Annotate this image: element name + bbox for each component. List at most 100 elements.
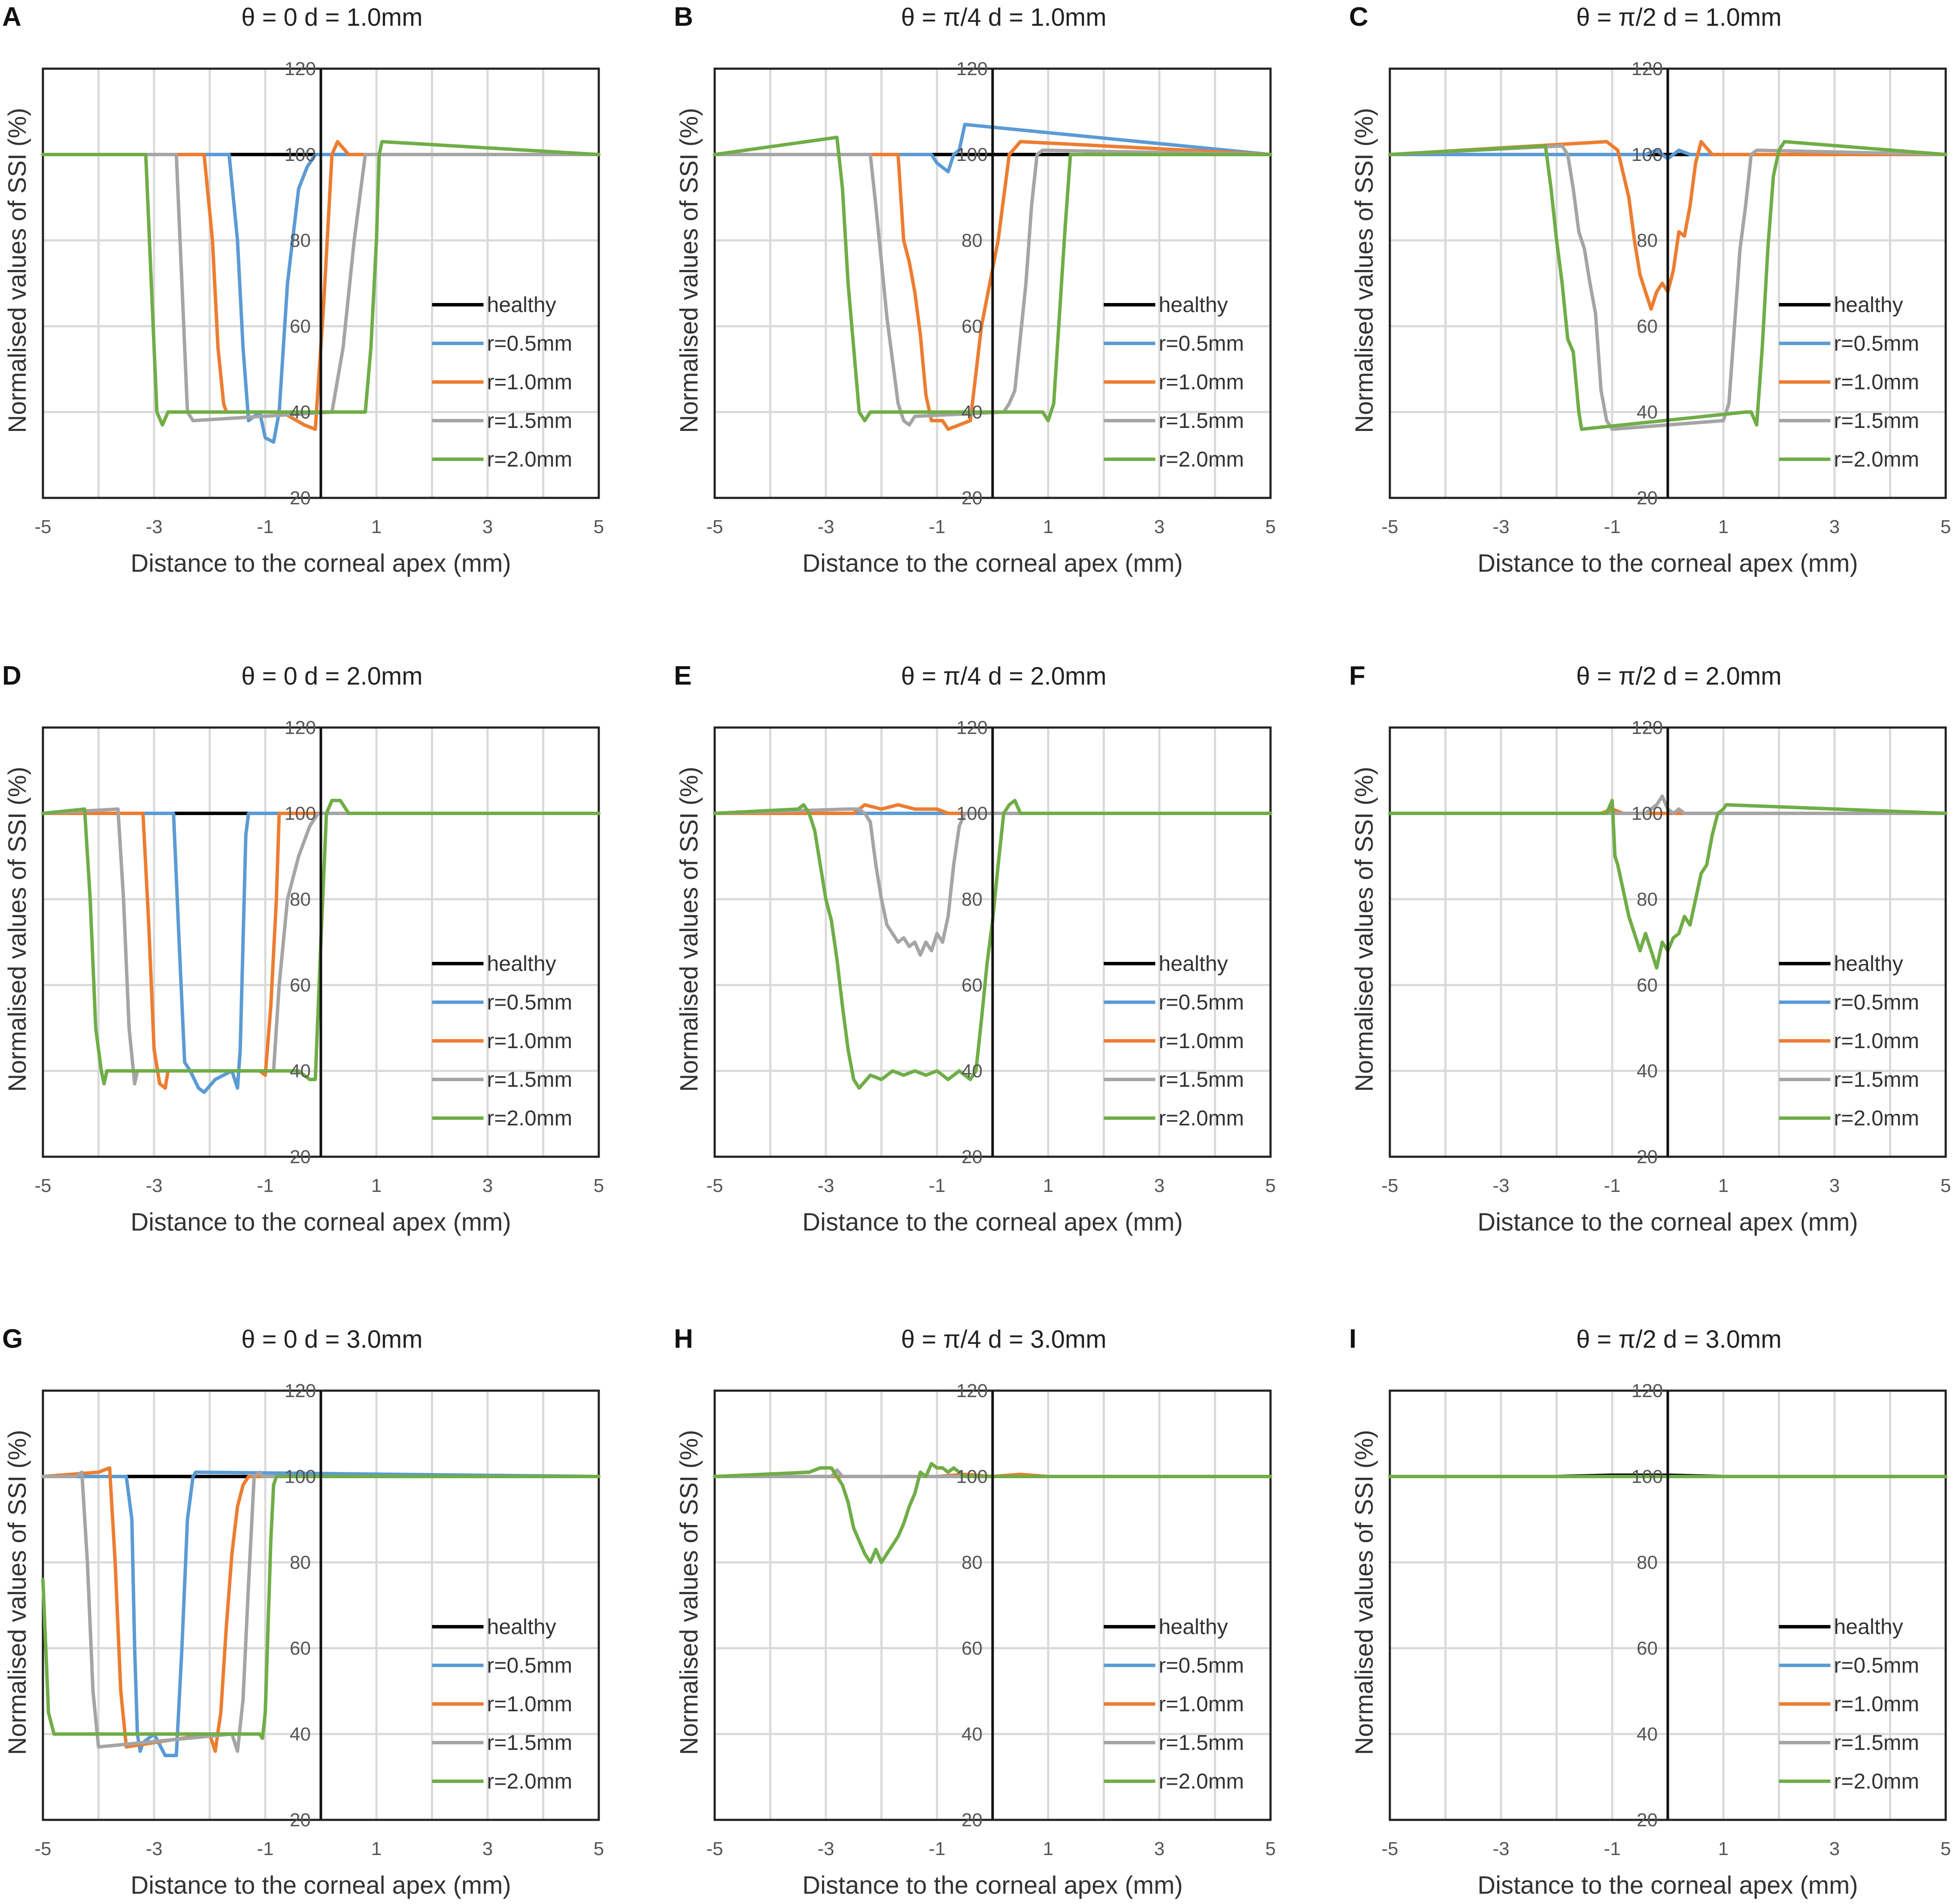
x-tick-label: -3 [1492,1838,1509,1859]
x-tick-label: -5 [706,1838,723,1859]
chart-title: θ = 0 d = 3.0mm [241,1325,422,1353]
x-tick-label: -1 [928,516,945,537]
x-tick-label: 5 [1941,1838,1951,1859]
series-line-r-1-5mm [713,149,1272,427]
legend-label: r=2.0mm [1834,447,1920,471]
x-tick-label: -3 [146,1175,162,1196]
x-tick-label: -3 [146,1838,162,1859]
panel-letter: H [674,1324,693,1354]
panel-letter: E [674,661,691,691]
series-line-r-0-5mm [41,153,600,444]
x-tick-label: 3 [1829,516,1840,537]
y-tick-label: 60 [290,1638,311,1659]
y-tick-label: 20 [961,1810,983,1831]
legend-label: r=2.0mm [1159,1106,1244,1130]
y-tick-label: 20 [290,1810,311,1831]
legend-label: r=1.0mm [1159,1029,1244,1053]
y-tick-label: 100 [956,1466,988,1487]
x-tick-label: 5 [594,1175,604,1196]
y-tick-label: 60 [961,1638,983,1659]
x-tick-label: 5 [1265,516,1276,537]
y-axis-title: Normalised values of SSI (%) [3,1430,31,1755]
y-tick-label: 80 [1637,230,1658,251]
y-tick-label: 20 [1637,1146,1658,1167]
y-tick-label: 120 [1632,717,1663,738]
legend-label: r=0.5mm [1159,1653,1244,1677]
x-tick-label: 1 [1718,1175,1729,1196]
legend-label: r=1.5mm [1834,1731,1920,1755]
series-line-r-2-0mm [713,799,1272,1090]
legend-label: r=1.5mm [487,1067,573,1091]
x-tick-label: -1 [1604,1838,1620,1859]
y-tick-label: 40 [290,1061,311,1082]
x-tick-label: 3 [1154,516,1165,537]
legend-label: r=1.5mm [1159,1731,1244,1755]
legend-label: r=1.5mm [487,409,573,433]
x-tick-label: 5 [1265,1838,1276,1859]
panel-letter: D [2,661,21,691]
y-tick-label: 80 [961,230,983,251]
x-tick-label: -5 [34,1838,51,1859]
y-tick-label: 100 [956,803,988,824]
series-line-r-1-5mm [41,1470,600,1753]
x-axis-title: Distance to the corneal apex (mm) [130,1871,511,1899]
legend-label: r=0.5mm [1834,990,1920,1014]
x-tick-label: 3 [482,1175,493,1196]
y-tick-label: 100 [1632,144,1663,165]
y-tick-label: 40 [961,402,983,423]
series-line-r-1-0mm [41,140,600,431]
legend-label: healthy [1834,293,1903,317]
x-tick-label: 1 [1043,516,1053,537]
x-tick-label: -3 [1492,1175,1509,1196]
legend-label: r=1.0mm [487,1692,573,1716]
legend-label: r=1.5mm [1834,1067,1920,1091]
panel-letter: C [1349,2,1368,32]
legend-label: healthy [1834,952,1903,976]
x-tick-label: 1 [371,1175,382,1196]
y-tick-label: 20 [290,1146,311,1167]
x-axis-title: Distance to the corneal apex (mm) [802,1208,1183,1236]
x-tick-label: -3 [817,1838,834,1859]
y-tick-label: 80 [290,889,311,910]
y-tick-label: 80 [1637,889,1658,910]
y-tick-label: 80 [290,230,311,251]
y-tick-label: 40 [1637,402,1658,423]
legend-label: r=1.0mm [487,1029,573,1053]
x-axis-title: Distance to the corneal apex (mm) [802,1871,1183,1899]
legend: healthy r=0.5mm r=1.0mm r=1.5mm r=2.0mm [1779,293,1920,471]
x-tick-label: -5 [1381,516,1398,537]
series-line-r-1-0mm [713,140,1272,431]
y-tick-label: 80 [961,889,983,910]
x-tick-label: -1 [257,1175,273,1196]
x-tick-label: -1 [928,1175,945,1196]
x-tick-label: -5 [1381,1175,1398,1196]
y-tick-label: 100 [1632,1466,1663,1487]
x-tick-label: 3 [482,1838,493,1859]
legend-label: healthy [1159,293,1228,317]
legend-label: healthy [487,952,556,976]
y-tick-label: 120 [956,58,988,79]
y-tick-label: 20 [1637,488,1658,509]
series-line-r-0-5mm [41,812,600,1094]
legend-label: r=1.0mm [1834,370,1920,394]
y-tick-label: 20 [1637,1810,1658,1831]
legend: healthy r=0.5mm r=1.0mm r=1.5mm r=2.0mm [1104,952,1244,1130]
y-tick-label: 120 [285,58,316,79]
legend-label: r=1.5mm [1834,409,1920,433]
legend-label: healthy [1159,952,1228,976]
y-tick-label: 40 [1637,1061,1658,1082]
x-tick-label: 1 [1718,1838,1729,1859]
series-line-r-2-0mm [1388,140,1947,431]
legend-label: r=2.0mm [487,1769,573,1793]
x-axis-title: Distance to the corneal apex (mm) [1477,1208,1858,1236]
x-tick-label: 1 [1043,1175,1053,1196]
chart-title: θ = π/4 d = 2.0mm [901,662,1106,690]
y-tick-label: 120 [956,717,988,738]
